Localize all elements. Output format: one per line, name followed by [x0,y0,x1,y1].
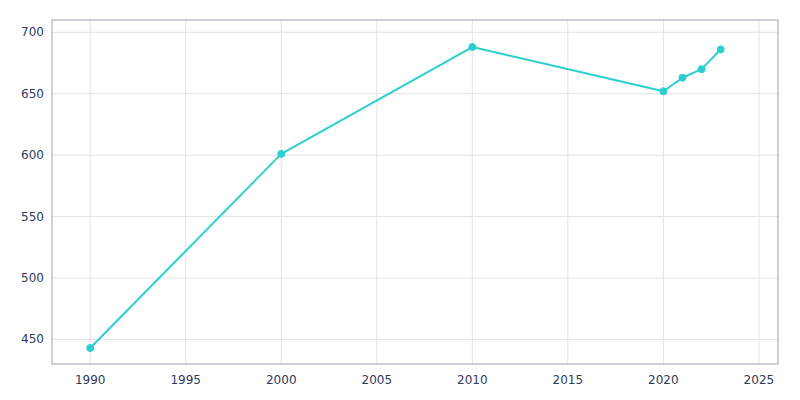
data-point [717,46,724,53]
data-point [660,88,667,95]
x-grid-line [376,20,377,364]
x-grid-line [90,20,91,364]
x-tick-label: 2015 [553,373,584,387]
chart-container: 1990 1995 2000 2005 2010 2015 2020 2025 450 500 55… [0,0,800,400]
x-grid-line [185,20,186,364]
y-tick-label: 450 [21,332,44,346]
x-grid-line [663,20,664,364]
x-tick-label: 2005 [362,373,393,387]
x-tick-label: 2010 [457,373,488,387]
y-tick-label: 700 [21,25,44,39]
y-grid-line [52,93,778,94]
x-tick-label: 1995 [170,373,201,387]
chart-svg: 1990 1995 2000 2005 2010 2015 2020 2025 450 500 55… [0,0,800,400]
y-grid-line [52,155,778,156]
x-grid-line [567,20,568,364]
y-grid-line [52,278,778,279]
data-point [87,345,94,352]
plot-background [52,20,778,364]
y-tick-label: 500 [21,271,44,285]
x-tick-label: 2000 [266,373,297,387]
y-tick-label: 550 [21,210,44,224]
y-grid-line [52,216,778,217]
y-grid-line [52,339,778,340]
grid [52,20,778,364]
plot-frame [52,20,778,364]
x-grid-line [472,20,473,364]
data-point [278,150,285,157]
x-tick-label: 1990 [75,373,106,387]
data-point [469,44,476,51]
y-grid-line [52,32,778,33]
data-point [698,66,705,73]
data-point [679,74,686,81]
y-tick-label: 600 [21,148,44,162]
x-tick-label: 2025 [744,373,775,387]
x-grid-line [281,20,282,364]
tick-labels: 1990 1995 2000 2005 2010 2015 2020 2025 450 500 55… [21,25,774,387]
population-line [90,47,720,348]
x-tick-label: 2020 [648,373,679,387]
x-grid-line [758,20,759,364]
data-layer [87,44,724,352]
y-tick-label: 650 [21,87,44,101]
